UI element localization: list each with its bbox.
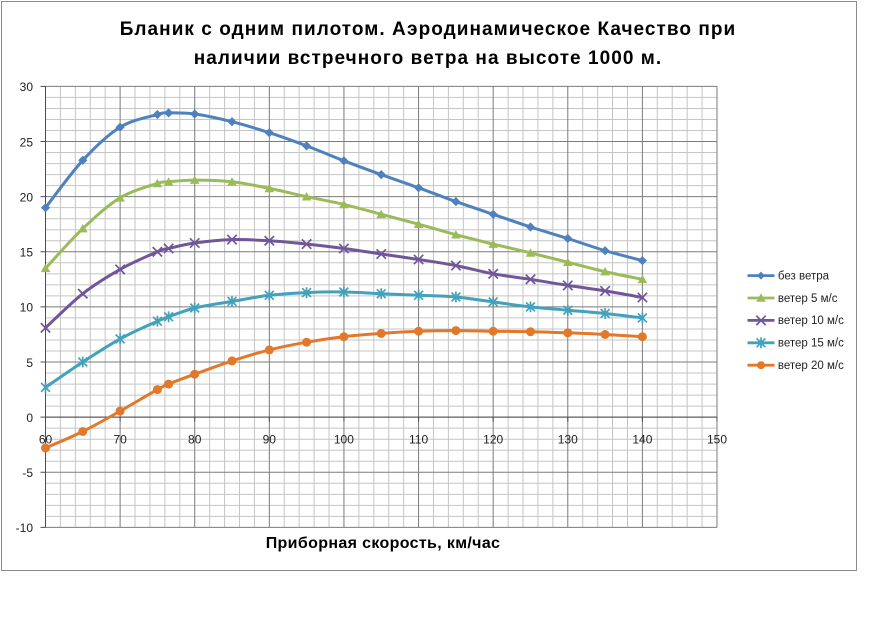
svg-text:110: 110 [409, 433, 428, 447]
svg-text:80: 80 [188, 433, 202, 447]
svg-text:70: 70 [113, 433, 127, 447]
svg-text:140: 140 [632, 433, 652, 447]
svg-text:20: 20 [20, 191, 34, 205]
svg-text:15: 15 [20, 246, 34, 260]
svg-text:наличии встречного ветра на вы: наличии встречного ветра на высоте 1000 … [194, 48, 662, 69]
svg-text:Бланик с одним пилотом. Аэроди: Бланик с одним пилотом. Аэродинамическое… [120, 19, 737, 40]
svg-text:-5: -5 [22, 466, 33, 480]
svg-text:ветер 15 м/с: ветер 15 м/с [778, 338, 844, 350]
svg-text:ветер 5 м/с: ветер 5 м/с [778, 293, 838, 305]
svg-text:25: 25 [20, 135, 34, 149]
svg-text:0: 0 [26, 411, 33, 425]
svg-text:без ветра: без ветра [778, 270, 830, 282]
svg-text:30: 30 [20, 80, 34, 94]
svg-text:Приборная скорость, км/час: Приборная скорость, км/час [266, 535, 501, 552]
svg-text:ветер 20 м/с: ветер 20 м/с [778, 360, 844, 372]
svg-text:10: 10 [20, 301, 34, 315]
svg-text:60: 60 [39, 433, 53, 447]
svg-text:5: 5 [26, 356, 33, 370]
svg-text:150: 150 [707, 433, 727, 447]
svg-text:ветер 10 м/с: ветер 10 м/с [778, 315, 844, 327]
svg-text:120: 120 [483, 433, 503, 447]
svg-text:130: 130 [558, 433, 578, 447]
svg-text:100: 100 [334, 433, 354, 447]
svg-text:90: 90 [263, 433, 277, 447]
svg-text:-10: -10 [16, 521, 34, 535]
